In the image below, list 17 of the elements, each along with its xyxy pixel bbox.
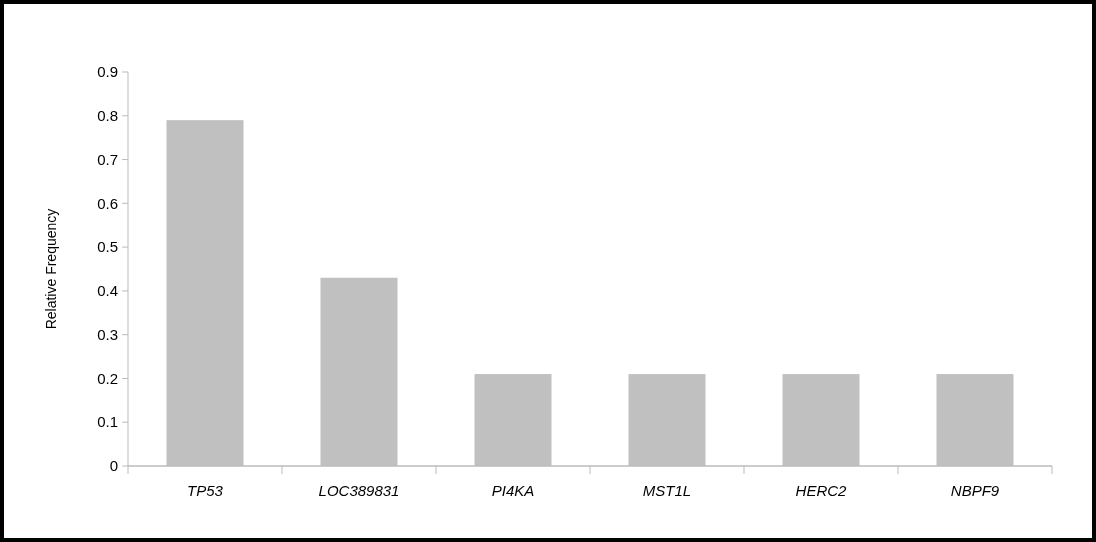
y-axis-title: Relative Frequency — [43, 208, 59, 330]
x-tick-label: LOC389831 — [318, 482, 400, 499]
y-tick-label: 0.6 — [97, 194, 118, 212]
x-tick-label: HERC2 — [795, 482, 848, 499]
y-tick-label: 0.9 — [97, 63, 118, 81]
y-tick-label: 0.7 — [97, 150, 118, 168]
y-tick-label: 0.1 — [97, 413, 118, 431]
y-tick-label: 0.8 — [97, 107, 118, 125]
y-tick-label: 0.4 — [97, 282, 118, 300]
x-tick-label: PI4KA — [491, 482, 535, 499]
y-tick-label: 0.2 — [97, 369, 118, 387]
x-tick-label: TP53 — [187, 482, 224, 499]
x-tick-label: MST1L — [642, 482, 692, 499]
y-tick-label: 0.3 — [97, 325, 118, 343]
x-tick-label: NBPF9 — [950, 482, 1000, 499]
y-tick-label: 0.5 — [97, 238, 118, 256]
y-tick-label: 0 — [109, 457, 118, 475]
